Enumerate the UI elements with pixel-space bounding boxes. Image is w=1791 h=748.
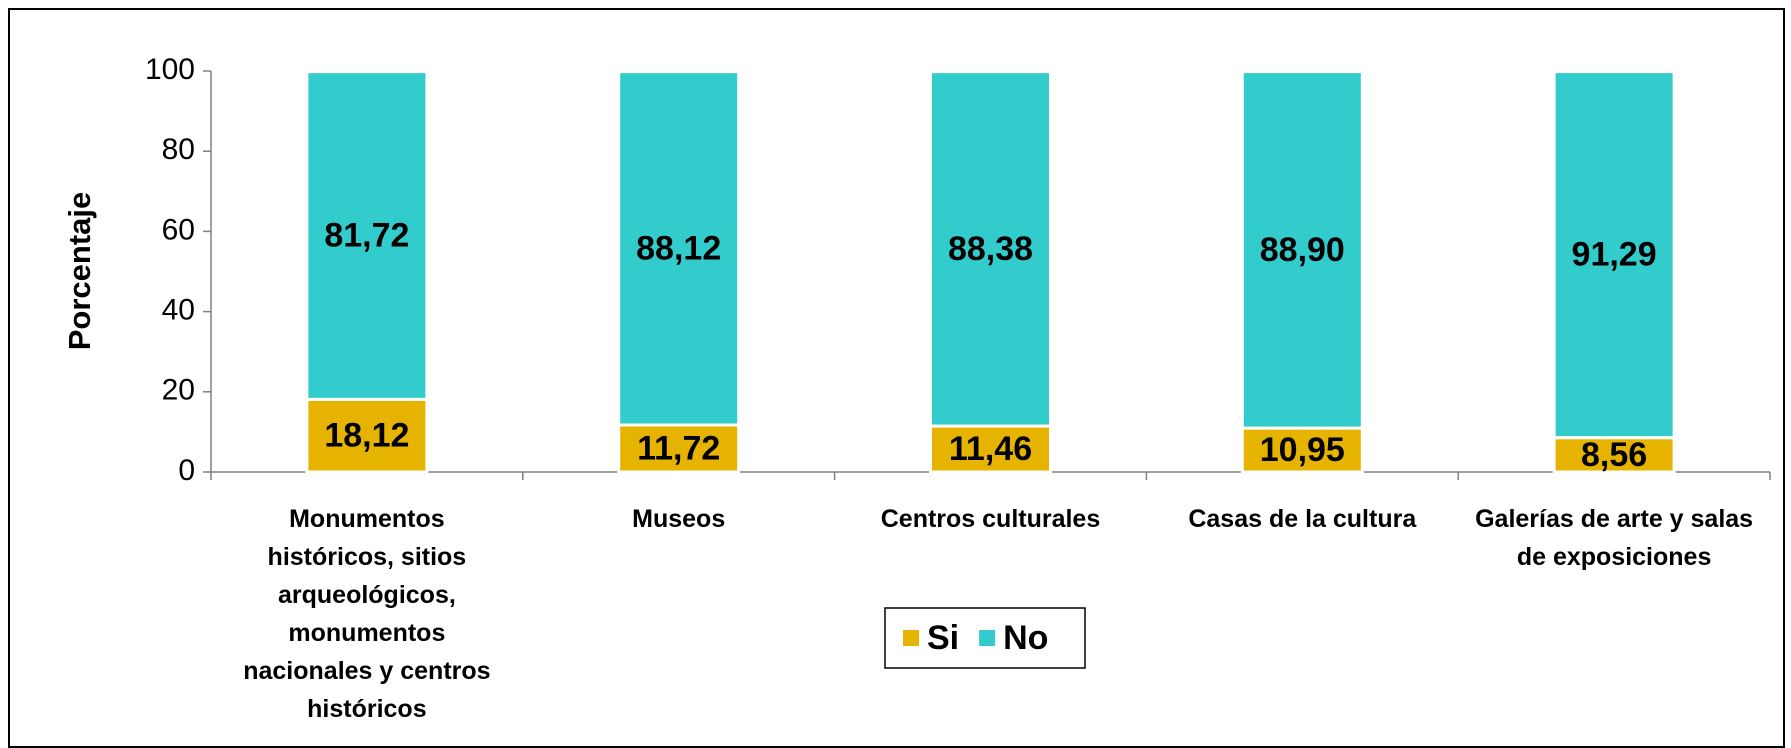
x-tick-label: Galerías de arte y salas de exposiciones (1475, 505, 1754, 571)
x-tick-label: Centros culturales (880, 505, 1101, 533)
data-label: 8,56 (1581, 436, 1647, 474)
data-label: 88,12 (636, 229, 721, 267)
data-label: 11,72 (637, 429, 720, 467)
data-label: 81,72 (324, 216, 409, 254)
data-label: 10,95 (1260, 431, 1345, 469)
data-label: 88,90 (1260, 231, 1345, 269)
y-tick-label: 0 (178, 454, 195, 487)
legend-swatch (979, 630, 996, 646)
y-axis-title: Porcentaje (62, 192, 97, 351)
legend-swatch (903, 630, 919, 646)
x-tick-label: Museos (632, 505, 726, 533)
legend-label: No (1003, 619, 1048, 657)
data-label: 11,46 (949, 430, 1032, 468)
legend-label: Si (927, 619, 959, 657)
data-label: 91,29 (1572, 236, 1657, 274)
y-tick-label: 40 (162, 294, 195, 327)
bar-segment (929, 70, 1052, 428)
x-tick-label: Monumentos históricos, sitios arqueológi… (243, 505, 491, 723)
y-tick-label: 80 (162, 133, 195, 166)
y-tick-label: 60 (162, 213, 195, 246)
data-label: 88,38 (948, 230, 1033, 268)
x-tick-label: Casas de la cultura (1188, 505, 1417, 533)
bar-segment (1240, 426, 1364, 474)
y-tick-label: 100 (145, 53, 195, 86)
bar-segment (617, 70, 741, 427)
y-tick-label: 20 (162, 374, 195, 407)
bar-segment (1552, 70, 1676, 440)
bar-segment (305, 70, 429, 401)
data-label: 18,12 (324, 417, 409, 455)
bar-segment (1240, 70, 1364, 430)
bar-segment (305, 397, 429, 474)
